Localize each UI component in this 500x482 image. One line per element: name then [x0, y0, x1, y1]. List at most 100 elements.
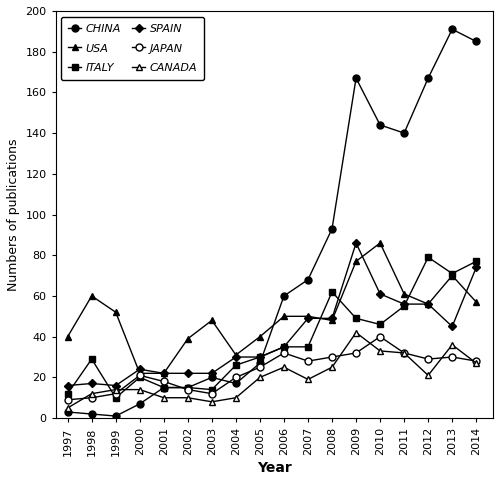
JAPAN — [112, 391, 118, 397]
CANADA — [377, 348, 383, 354]
USA — [281, 313, 287, 319]
CANADA — [161, 395, 167, 401]
CHINA — [233, 381, 239, 387]
Line: SPAIN: SPAIN — [65, 240, 479, 388]
CANADA — [137, 387, 143, 392]
JAPAN — [64, 397, 70, 402]
USA — [353, 258, 359, 264]
JAPAN — [473, 358, 479, 364]
USA — [209, 318, 215, 323]
SPAIN — [449, 323, 455, 329]
ITALY — [329, 289, 335, 295]
ITALY — [88, 356, 94, 362]
USA — [64, 334, 70, 339]
JAPAN — [137, 373, 143, 378]
Line: CHINA: CHINA — [64, 26, 480, 419]
CHINA — [281, 293, 287, 299]
JAPAN — [161, 378, 167, 384]
CANADA — [64, 405, 70, 411]
SPAIN — [161, 371, 167, 376]
SPAIN — [209, 371, 215, 376]
SPAIN — [473, 265, 479, 270]
CANADA — [112, 387, 118, 392]
JAPAN — [329, 354, 335, 360]
Line: ITALY: ITALY — [64, 254, 480, 401]
ITALY — [112, 395, 118, 401]
CANADA — [425, 373, 431, 378]
USA — [185, 336, 191, 342]
SPAIN — [257, 354, 263, 360]
USA — [161, 371, 167, 376]
CANADA — [209, 399, 215, 405]
USA — [137, 371, 143, 376]
ITALY — [137, 375, 143, 380]
CHINA — [329, 226, 335, 232]
SPAIN — [329, 315, 335, 321]
Y-axis label: Numbers of publications: Numbers of publications — [7, 138, 20, 291]
CANADA — [305, 376, 311, 382]
SPAIN — [281, 344, 287, 350]
JAPAN — [449, 354, 455, 360]
ITALY — [449, 271, 455, 277]
Line: USA: USA — [64, 240, 480, 377]
CANADA — [257, 375, 263, 380]
SPAIN — [425, 301, 431, 307]
CHINA — [425, 75, 431, 81]
CANADA — [473, 360, 479, 366]
JAPAN — [401, 350, 407, 356]
USA — [305, 313, 311, 319]
USA — [329, 318, 335, 323]
SPAIN — [88, 381, 94, 387]
ITALY — [353, 315, 359, 321]
JAPAN — [425, 356, 431, 362]
ITALY — [425, 254, 431, 260]
CANADA — [233, 395, 239, 401]
ITALY — [305, 344, 311, 350]
Line: JAPAN: JAPAN — [64, 333, 480, 403]
SPAIN — [305, 315, 311, 321]
SPAIN — [185, 371, 191, 376]
ITALY — [64, 391, 70, 397]
CANADA — [353, 330, 359, 335]
USA — [257, 334, 263, 339]
USA — [401, 291, 407, 297]
CHINA — [64, 409, 70, 415]
SPAIN — [353, 240, 359, 246]
ITALY — [233, 362, 239, 368]
CANADA — [329, 364, 335, 370]
Line: CANADA: CANADA — [64, 329, 480, 412]
SPAIN — [377, 291, 383, 297]
ITALY — [281, 344, 287, 350]
CANADA — [401, 350, 407, 356]
CANADA — [88, 391, 94, 397]
CHINA — [473, 39, 479, 44]
JAPAN — [233, 375, 239, 380]
SPAIN — [112, 383, 118, 388]
JAPAN — [377, 334, 383, 339]
ITALY — [473, 258, 479, 264]
CHINA — [257, 360, 263, 366]
USA — [377, 240, 383, 246]
ITALY — [257, 354, 263, 360]
USA — [88, 293, 94, 299]
CHINA — [161, 385, 167, 390]
CHINA — [305, 277, 311, 282]
JAPAN — [281, 350, 287, 356]
CHINA — [185, 385, 191, 390]
CHINA — [112, 413, 118, 419]
X-axis label: Year: Year — [257, 461, 292, 475]
CHINA — [137, 401, 143, 407]
CANADA — [185, 395, 191, 401]
CHINA — [353, 75, 359, 81]
JAPAN — [257, 364, 263, 370]
Legend: CHINA, USA, ITALY, SPAIN, JAPAN, CANADA: CHINA, USA, ITALY, SPAIN, JAPAN, CANADA — [61, 16, 204, 80]
ITALY — [401, 303, 407, 309]
JAPAN — [209, 391, 215, 397]
JAPAN — [353, 350, 359, 356]
SPAIN — [64, 383, 70, 388]
JAPAN — [185, 387, 191, 392]
USA — [473, 299, 479, 305]
SPAIN — [233, 354, 239, 360]
USA — [233, 352, 239, 358]
SPAIN — [137, 366, 143, 372]
